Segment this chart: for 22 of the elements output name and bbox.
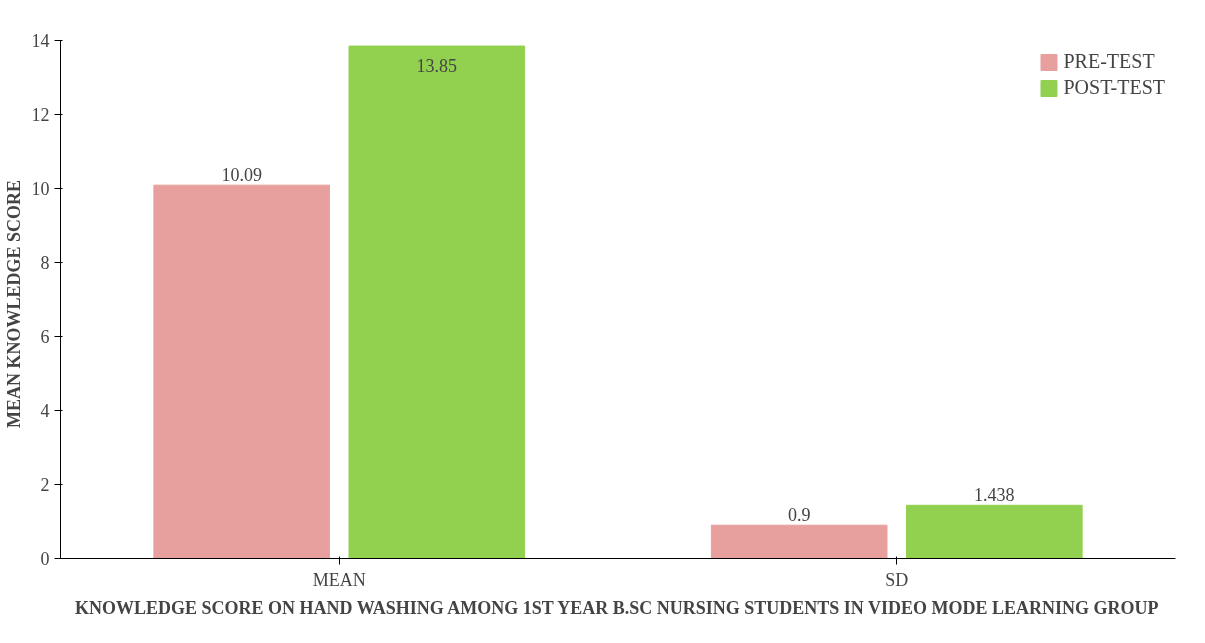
y-tick-label: 14 xyxy=(31,31,50,51)
y-tick-label: 4 xyxy=(40,401,50,421)
x-tick-label: SD xyxy=(885,569,909,590)
bar xyxy=(710,524,888,559)
y-tick-label: 6 xyxy=(40,327,50,347)
data-label: 1.438 xyxy=(974,485,1015,506)
data-label: 13.85 xyxy=(416,56,458,77)
y-tick-label: 10 xyxy=(31,179,50,199)
y-tick-label: 8 xyxy=(40,253,50,273)
legend-label: PRE-TEST xyxy=(1063,50,1155,73)
y-tick-label: 12 xyxy=(31,105,50,125)
y-axis-title: MEAN KNOWLEDGE SCORE xyxy=(3,179,24,429)
data-label: 10.09 xyxy=(221,165,262,186)
y-tick-label: 2 xyxy=(40,475,50,495)
bar xyxy=(906,504,1083,559)
x-axis-title: KNOWLEDGE SCORE ON HAND WASHING AMONG 1ST YEAR B.SC NURSING STUDENTS IN VIDEO MODE LEARNING GROUP xyxy=(74,597,1159,618)
bar xyxy=(153,184,330,559)
data-label: 0.9 xyxy=(787,505,811,526)
bar xyxy=(348,45,526,559)
y-tick-label: 0 xyxy=(40,549,50,569)
legend-label: POST-TEST xyxy=(1063,76,1165,99)
x-tick-label: MEAN xyxy=(312,569,366,590)
